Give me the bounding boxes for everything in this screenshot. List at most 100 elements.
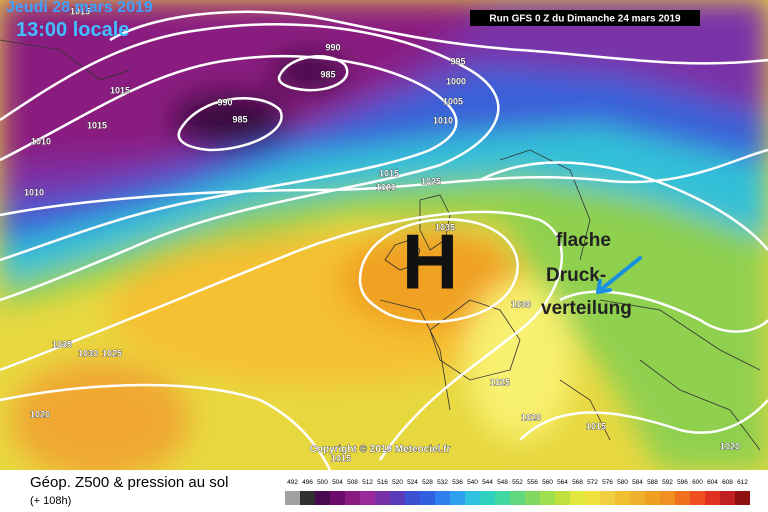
scale-swatch [615,491,630,505]
scale-swatch [645,491,660,505]
time: 13:00 locale [16,19,129,41]
scale-label: 496 [302,479,313,486]
scale-label: 520 [392,479,403,486]
scale-label: 580 [617,479,628,486]
scale-label: 608 [722,479,733,486]
scale-swatch [600,491,615,505]
footer-forecast: (+ 108h) [30,495,71,507]
note-line: flache [556,230,611,251]
note-line: verteilung [541,298,632,319]
scale-label: 572 [587,479,598,486]
scale-label: 524 [407,479,418,486]
isobar-label: 1015 [87,120,107,130]
scale-label: 516 [377,479,388,486]
scale-swatch [360,491,375,505]
scale-swatch [405,491,420,505]
scale-label: 612 [737,479,748,486]
isobar-label: 1035 [435,222,455,232]
scale-label: 576 [602,479,613,486]
scale-label: 548 [497,479,508,486]
scale-swatch [540,491,555,505]
scale-label: 568 [572,479,583,486]
note: flache Druck- verteilung [541,230,632,319]
scale-swatch [285,491,300,505]
scale-label: 552 [512,479,523,486]
scale-swatch [510,491,525,505]
date: Jeudi 28 mars 2019 [6,0,153,16]
coastlines [0,39,761,451]
isobar-label: 1015 [331,453,351,463]
scale-swatch [480,491,495,505]
scale-label: 564 [557,479,568,486]
scale-swatch [705,491,720,505]
scale-swatch [585,491,600,505]
scale-swatch [420,491,435,505]
isobar-label: 985 [232,114,247,124]
isobar-label: 995 [450,56,465,66]
copyright: Copyright © 2019 Meteociel.fr [310,444,451,455]
scale-swatch [375,491,390,505]
scale-swatch [525,491,540,505]
isobar-label: 1020 [521,412,541,422]
isobar-label: 1000 [446,76,466,86]
scale-label: 604 [707,479,718,486]
run-info: Run GFS 0 Z du Dimanche 24 mars 2019 [489,14,681,25]
scale-swatch [495,491,510,505]
isobar-label: 985 [320,69,335,79]
field: 1015990985995100010051010101510159909851… [0,0,768,470]
scale-swatch [300,491,315,505]
scale-label: 556 [527,479,538,486]
isobar-label: 1025 [490,377,510,387]
isobar-label: 990 [217,97,232,107]
isobar-label: 1020 [720,441,740,451]
isobar-label: 1030 [511,299,531,309]
isobar-label: 1035 [52,339,72,349]
scale-swatch [450,491,465,505]
scale-swatch [390,491,405,505]
scale-swatch [570,491,585,505]
scale-label: 600 [692,479,703,486]
high-pressure-label: H [402,218,458,306]
isobar-label: 1020 [376,182,396,192]
scale-label: 500 [317,479,328,486]
note-line: Druck- [546,265,606,286]
scale-swatch [690,491,705,505]
scale-swatch [675,491,690,505]
scale-swatch [345,491,360,505]
isobar-label: 1025 [102,348,122,358]
isobar-label: 1015 [379,168,399,178]
isobar-label: 1015 [70,6,90,16]
isobar-label: 1025 [421,176,441,186]
scale-label: 592 [662,479,673,486]
isobar-label: 1010 [24,187,44,197]
isobar-label: 1010 [433,115,453,125]
isobar-label: 1010 [31,136,51,146]
isobars [0,10,768,470]
scale-label: 512 [362,479,373,486]
scale-label: 596 [677,479,688,486]
isobar-label: 1015 [586,421,606,431]
scale-label: 528 [422,479,433,486]
scale-label: 532 [437,479,448,486]
scale-swatch [660,491,675,505]
isobar-label: 1005 [443,96,463,106]
scale-label: 508 [347,479,358,486]
scale-label: 492 [287,479,298,486]
scale-label: 560 [542,479,553,486]
isobar-label: 1020 [30,409,50,419]
isobar-label: 1030 [78,348,98,358]
scale-label: 536 [452,479,463,486]
isobar-labels: 1015990985995100010051010101510159909851… [24,6,741,464]
scale-label: 588 [647,479,658,486]
arrow [596,256,642,294]
scale-label: 504 [332,479,343,486]
footer-title: Géop. Z500 & pression au sol [30,474,228,491]
scale-swatch [315,491,330,505]
isobar-label: 990 [325,42,340,52]
scale-swatch [630,491,645,505]
scale-swatch [720,491,735,505]
scale-swatch [330,491,345,505]
scale-swatch [555,491,570,505]
scale-swatch [735,491,750,505]
